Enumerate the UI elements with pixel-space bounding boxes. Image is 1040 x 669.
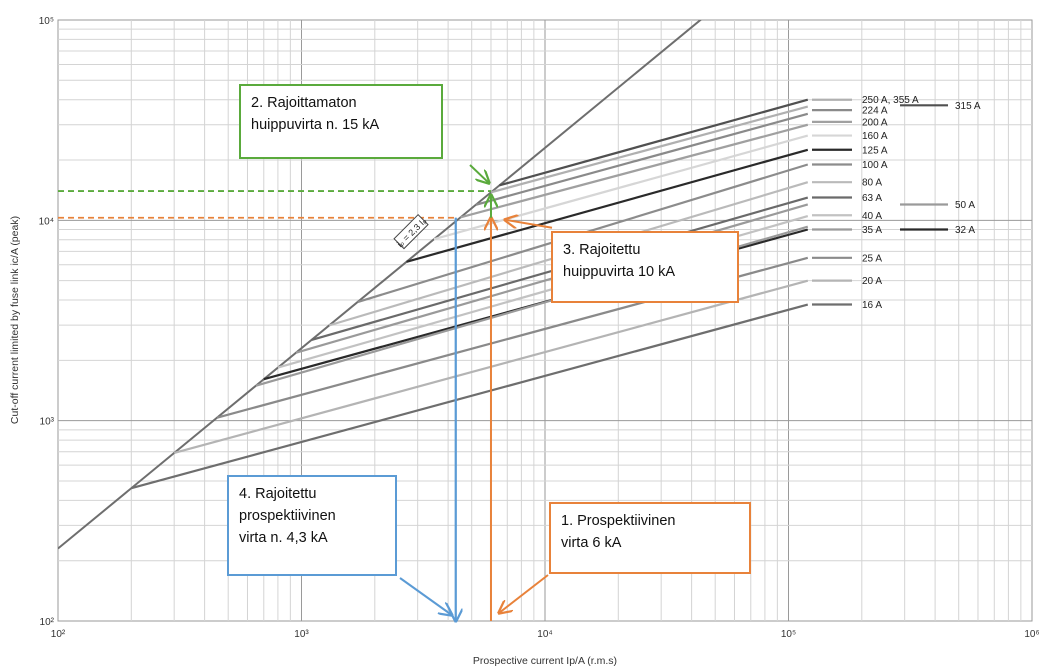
annotation-line: virta 6 kA xyxy=(561,535,622,551)
prospective-pointer xyxy=(499,574,549,613)
annotation-line: 2. Rajoittamaton xyxy=(251,95,357,111)
unlimited-peak-arrow xyxy=(469,164,489,183)
current-label: 250 A, 355 A xyxy=(862,95,919,106)
y-tick-label: 10² xyxy=(40,617,55,628)
current-label: 40 A xyxy=(862,211,882,222)
y-tick-label: 10⁴ xyxy=(39,216,54,227)
series-line xyxy=(406,148,809,263)
x-axis-title: Prospective current Ip/A (r.m.s) xyxy=(473,655,617,667)
annotation-line: huippuvirta n. 15 kA xyxy=(251,117,380,133)
series-line xyxy=(460,123,809,219)
current-label: 315 A xyxy=(955,101,981,112)
current-label: 63 A xyxy=(862,193,882,204)
series-line xyxy=(131,303,809,490)
x-tick-label: 10³ xyxy=(294,629,309,640)
current-label: 224 A xyxy=(862,106,888,117)
current-label: 160 A xyxy=(862,131,888,142)
y-tick-label: 10³ xyxy=(40,417,55,428)
current-label: 50 A xyxy=(955,200,975,211)
annotation-line: prospektiivinen xyxy=(239,508,336,524)
y-axis-title: Cut-off current limited by fuse link ic/… xyxy=(9,216,21,424)
x-tick-label: 10⁴ xyxy=(537,629,552,640)
formula-box xyxy=(393,213,429,250)
annotation-arrows xyxy=(399,574,549,615)
y-tick-label: 10⁵ xyxy=(39,16,54,27)
limited-prospective-pointer xyxy=(399,577,452,615)
annotation-limited-prospective-current: 4. Rajoitettu prospektiivinen virta n. 4… xyxy=(227,475,397,576)
current-label: 35 A xyxy=(862,225,882,236)
current-label: 125 A xyxy=(862,145,888,156)
limited-peak-arrow xyxy=(505,220,553,228)
current-label: 32 A xyxy=(955,225,975,236)
annotation-line: 4. Rajoitettu xyxy=(239,486,317,502)
annotation-prospective-current: 1. Prospektiivinen virta 6 kA xyxy=(549,502,751,574)
current-label: 80 A xyxy=(862,178,882,189)
unlimited-peak-line xyxy=(58,20,702,550)
current-label: 100 A xyxy=(862,160,888,171)
current-label: 200 A xyxy=(862,117,888,128)
current-label: 20 A xyxy=(862,276,882,287)
reference-lines xyxy=(58,164,553,621)
annotation-line: huippuvirta 10 kA xyxy=(563,264,676,280)
axis-ticks: 10² 10³ 10⁴ 10⁵ 10⁶ 10² 10³ 10⁴ 10⁵ xyxy=(39,16,1040,640)
series-line xyxy=(499,98,809,187)
series-line xyxy=(490,105,809,194)
annotation-line: 1. Prospektiivinen xyxy=(561,513,676,529)
x-tick-label: 10⁶ xyxy=(1024,629,1039,640)
annotation-unlimited-peak: 2. Rajoittamaton huippuvirta n. 15 kA xyxy=(239,84,443,159)
annotation-line: virta n. 4,3 kA xyxy=(239,530,328,546)
series-line xyxy=(475,112,809,206)
annotation-line: 3. Rajoitettu xyxy=(563,242,641,258)
current-label: 16 A xyxy=(862,300,882,311)
annotation-limited-peak: 3. Rajoitettu huippuvirta 10 kA xyxy=(551,231,739,303)
current-label: 25 A xyxy=(862,253,882,264)
x-tick-label: 10⁵ xyxy=(781,629,796,640)
x-tick-label: 10² xyxy=(51,629,66,640)
